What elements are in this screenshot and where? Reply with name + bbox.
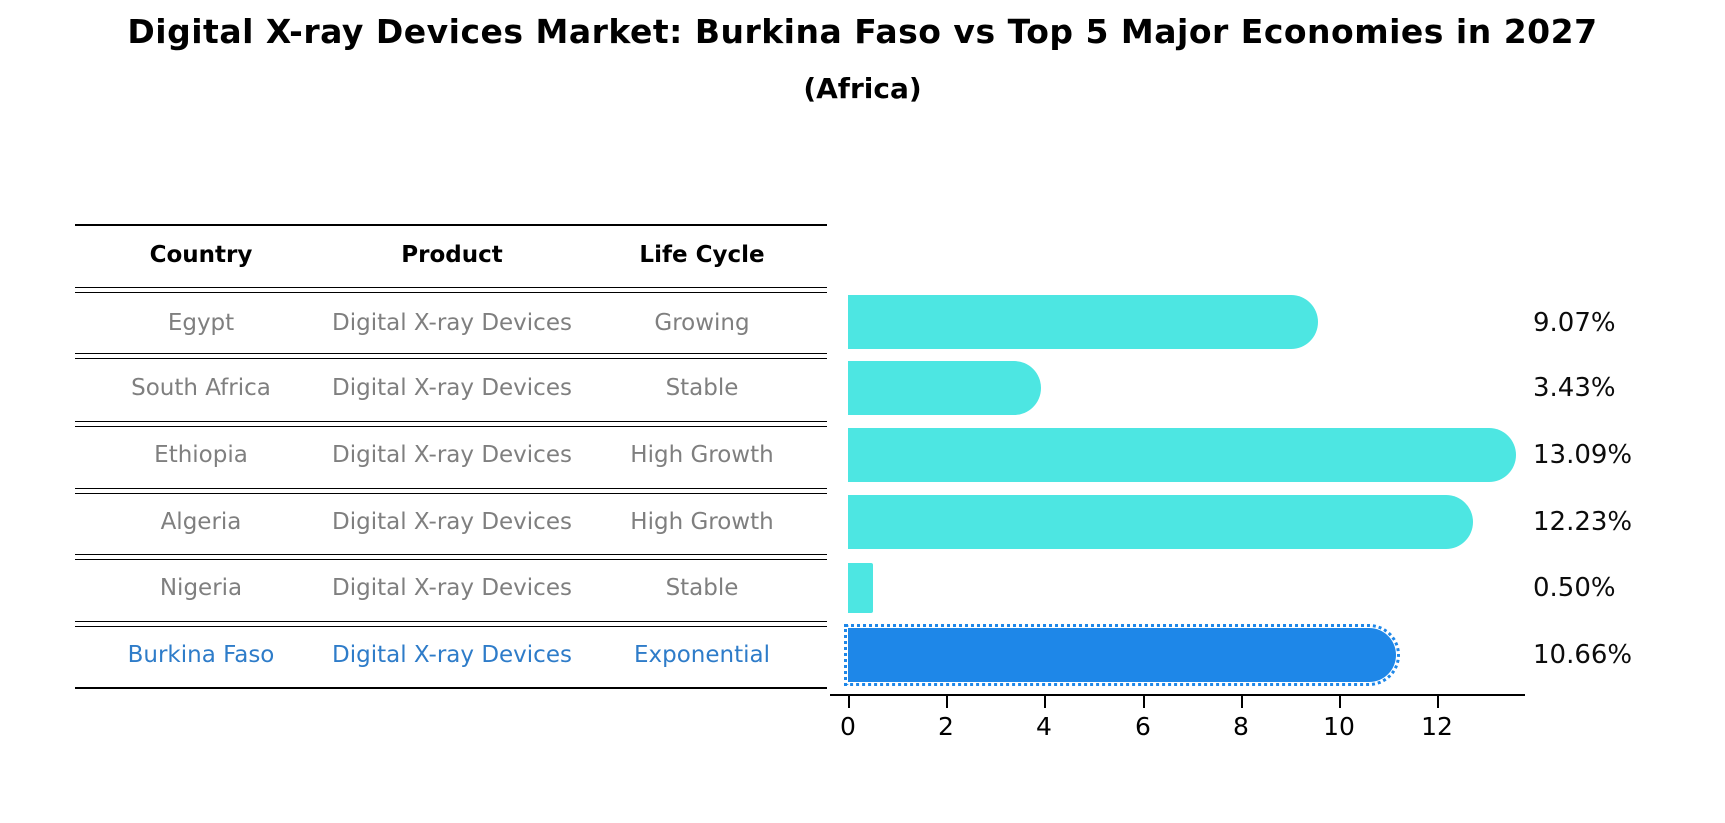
cell-life-cycle: Stable [665,375,739,401]
x-tick-label: 8 [1233,712,1249,741]
table-row-burkina-faso: Burkina Faso Digital X-ray Devices Expon… [75,635,827,675]
x-axis-tick [1241,696,1243,708]
cell-country: Ethiopia [154,442,248,468]
table-rule-header [75,287,827,293]
bar-burkina-faso [844,624,1400,686]
table-rule [75,488,827,494]
value-label-nigeria: 0.50% [1533,573,1616,603]
col-header-product: Product [401,242,503,268]
x-axis-tick [1437,696,1439,708]
x-tick-label: 4 [1036,712,1052,741]
table-row-ethiopia: Ethiopia Digital X-ray Devices High Grow… [75,435,827,475]
col-header-life-cycle: Life Cycle [639,242,765,268]
cell-product: Digital X-ray Devices [332,310,572,336]
cell-life-cycle: High Growth [630,509,774,535]
table-row-nigeria: Nigeria Digital X-ray Devices Stable [75,568,827,608]
x-tick-label: 12 [1421,712,1453,741]
x-axis-tick [946,696,948,708]
table-rule [75,421,827,427]
chart-title: Digital X-ray Devices Market: Burkina Fa… [127,12,1598,51]
cell-product: Digital X-ray Devices [332,442,572,468]
cell-life-cycle: Exponential [633,642,770,668]
x-tick-label: 2 [938,712,954,741]
cell-product: Digital X-ray Devices [332,575,572,601]
cell-country: South Africa [131,375,271,401]
chart-subtitle: (Africa) [803,72,922,105]
value-label-south-africa: 3.43% [1533,373,1616,403]
bar-algeria [848,495,1473,549]
table-rule [75,353,827,359]
value-label-algeria: 12.23% [1533,507,1633,537]
x-axis-tick [848,696,850,708]
cell-country: Burkina Faso [127,642,275,668]
value-label-ethiopia: 13.09% [1533,440,1633,470]
x-tick-label: 0 [840,712,856,741]
cell-country: Egypt [167,310,235,336]
table-header-row: Country Product Life Cycle [75,235,827,275]
cell-life-cycle: High Growth [630,442,774,468]
bar-egypt [848,295,1318,349]
table-rule-top [75,224,827,226]
table-row-algeria: Algeria Digital X-ray Devices High Growt… [75,502,827,542]
x-axis-tick [1143,696,1145,708]
cell-country: Nigeria [159,575,243,601]
col-header-country: Country [149,242,253,268]
table-row-egypt: Egypt Digital X-ray Devices Growing [75,303,827,343]
cell-product: Digital X-ray Devices [332,375,572,401]
x-axis-tick [1044,696,1046,708]
cell-country: Algeria [160,509,242,535]
cell-life-cycle: Growing [654,310,750,336]
x-axis-tick [1339,696,1341,708]
table-rule [75,621,827,627]
cell-life-cycle: Stable [665,575,739,601]
cell-product: Digital X-ray Devices [332,642,572,668]
table-rule-bottom [75,687,827,689]
table-rule [75,554,827,560]
bar-south-africa [848,361,1041,415]
bar-ethiopia [848,428,1516,482]
bar-nigeria [848,563,873,613]
x-tick-label: 10 [1323,712,1355,741]
table-row-south-africa: South Africa Digital X-ray Devices Stabl… [75,368,827,408]
summary-table: Country Product Life Cycle Egypt Digital… [75,224,827,689]
x-axis-line [830,694,1525,696]
x-tick-label: 6 [1135,712,1151,741]
cell-product: Digital X-ray Devices [332,509,572,535]
value-label-egypt: 9.07% [1533,308,1616,338]
value-label-burkina-faso: 10.66% [1533,640,1633,670]
